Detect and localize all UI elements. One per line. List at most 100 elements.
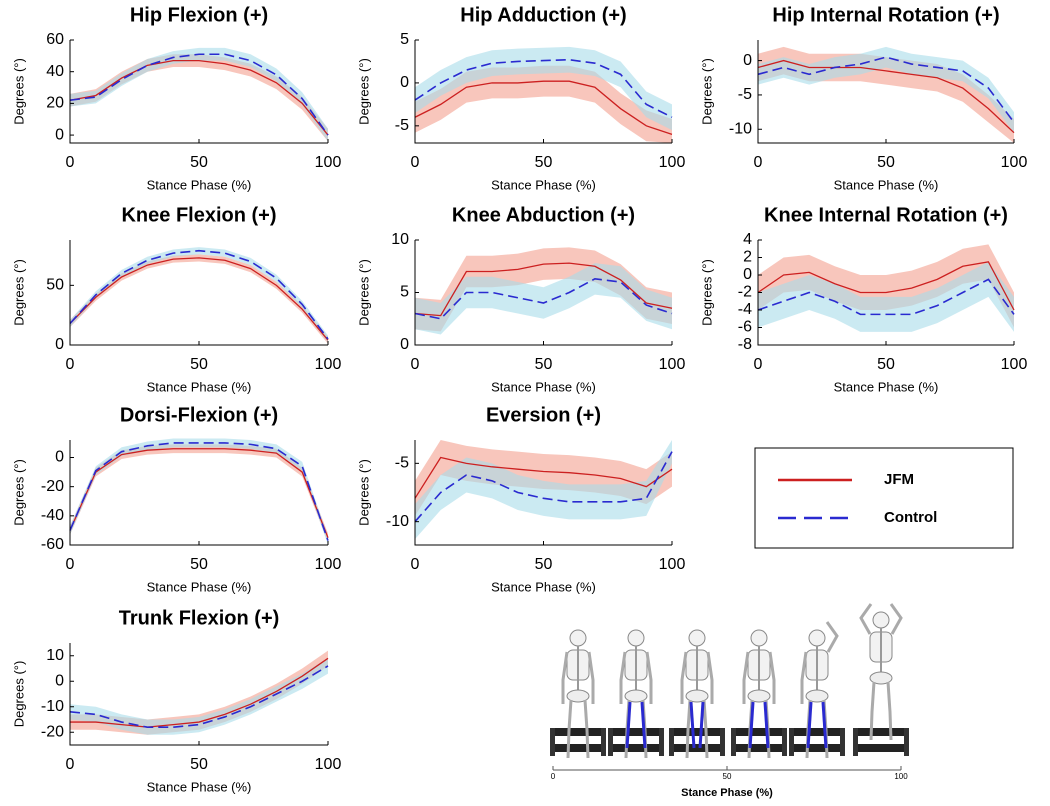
panel-title: Hip Flexion (+) [130,4,268,26]
bench-leg [608,728,613,756]
bench-leg [720,728,725,756]
sd-band [415,46,672,131]
series-line [69,53,329,136]
sd-band [70,254,328,344]
series-line [69,257,329,341]
panel-title: Knee Internal Rotation (+) [764,204,1008,226]
y-axis-label: Degrees (°) [699,259,714,326]
series-line [414,451,673,523]
y-tick-label: 10 [46,647,64,664]
x-tick-label: 100 [315,356,342,373]
y-tick-label: -5 [395,117,409,134]
pelvis [805,689,829,703]
sd-band [758,244,1014,328]
y-tick-label: 5 [400,284,409,301]
bench [853,728,909,736]
y-tick-label: 0 [55,449,64,466]
y-axis-label: Degrees (°) [356,459,371,526]
y-tick-label: -60 [41,536,64,553]
series-line [414,456,673,499]
arm [619,651,627,704]
y-tick-label: 0 [400,74,409,91]
bench [550,728,606,736]
y-axis-label: Degrees (°) [699,58,714,125]
x-tick-label: 0 [411,356,420,373]
bench [550,744,606,752]
muscle [821,701,828,749]
x-tick-label: 100 [659,154,686,171]
bench-leg [669,728,674,756]
sd-band [758,261,1014,332]
y-tick-label: 40 [46,63,64,80]
x-tick-label: 50 [190,756,208,773]
y-tick-label: 50 [46,277,64,294]
panel-title: Knee Abduction (+) [452,204,635,226]
sd-band [758,46,1014,133]
sd-band [70,658,328,735]
leg [583,699,590,759]
x-axis-label: Stance Phase (%) [147,177,252,192]
series-line [69,448,329,538]
bench-leg [731,728,736,756]
x-tick-label: 50 [877,356,895,373]
leg [886,681,893,741]
leg [566,699,573,759]
x-tick-label: 0 [411,556,420,573]
panel-title: Eversion (+) [486,404,601,426]
y-tick-label: -20 [41,478,64,495]
series-line [69,442,329,541]
y-tick-label: -20 [41,723,64,740]
skull [569,629,587,647]
illustration-label: Stance Phase (%) [681,787,773,799]
x-tick-label: 50 [535,356,553,373]
series-line [414,278,673,320]
y-tick-label: -5 [738,86,752,103]
series-line [414,58,673,118]
bench [669,744,725,752]
series-line [70,657,329,728]
pelvis [566,689,590,703]
x-axis-label: Stance Phase (%) [147,779,252,794]
series-line [757,59,1015,134]
arm [706,651,714,704]
muscle [698,701,705,749]
x-tick-label: 0 [754,154,763,171]
y-tick-label: 0 [55,336,64,353]
y-tick-label: -40 [41,507,64,524]
muscle [689,701,696,749]
series-line [69,249,329,340]
x-axis-label: Stance Phase (%) [491,579,596,594]
bench-leg [550,728,555,756]
y-axis-label: Degrees (°) [11,459,26,526]
y-tick-label: -6 [738,319,752,336]
x-tick-label: 0 [66,756,75,773]
bench [669,728,725,736]
x-tick-label: 100 [315,556,342,573]
x-tick-label: 100 [315,154,342,171]
panel-title: Trunk Flexion (+) [119,607,280,629]
illustration: 0 50 100 Stance Phase (%) [550,603,909,799]
panel-title: Hip Internal Rotation (+) [772,4,999,26]
series-line [414,262,673,317]
skull [627,629,645,647]
arm [800,651,808,704]
x-tick-label: 0 [66,154,75,171]
x-axis-label: Stance Phase (%) [491,177,596,192]
y-axis-label: Degrees (°) [356,259,371,326]
skull [808,629,826,647]
x-tick-label: 50 [190,356,208,373]
y-axis-label: Degrees (°) [356,58,371,125]
panel-title: Knee Flexion (+) [121,204,276,226]
x-axis-label: Stance Phase (%) [147,379,252,394]
series-line [69,59,329,136]
y-tick-label: 0 [55,126,64,143]
arm [587,651,595,704]
bench [608,744,664,752]
arm [768,651,776,704]
bench-leg [840,728,845,756]
x-tick-label: 100 [1001,154,1028,171]
arm [645,651,653,704]
pelvis [747,689,771,703]
series-line [414,80,673,136]
